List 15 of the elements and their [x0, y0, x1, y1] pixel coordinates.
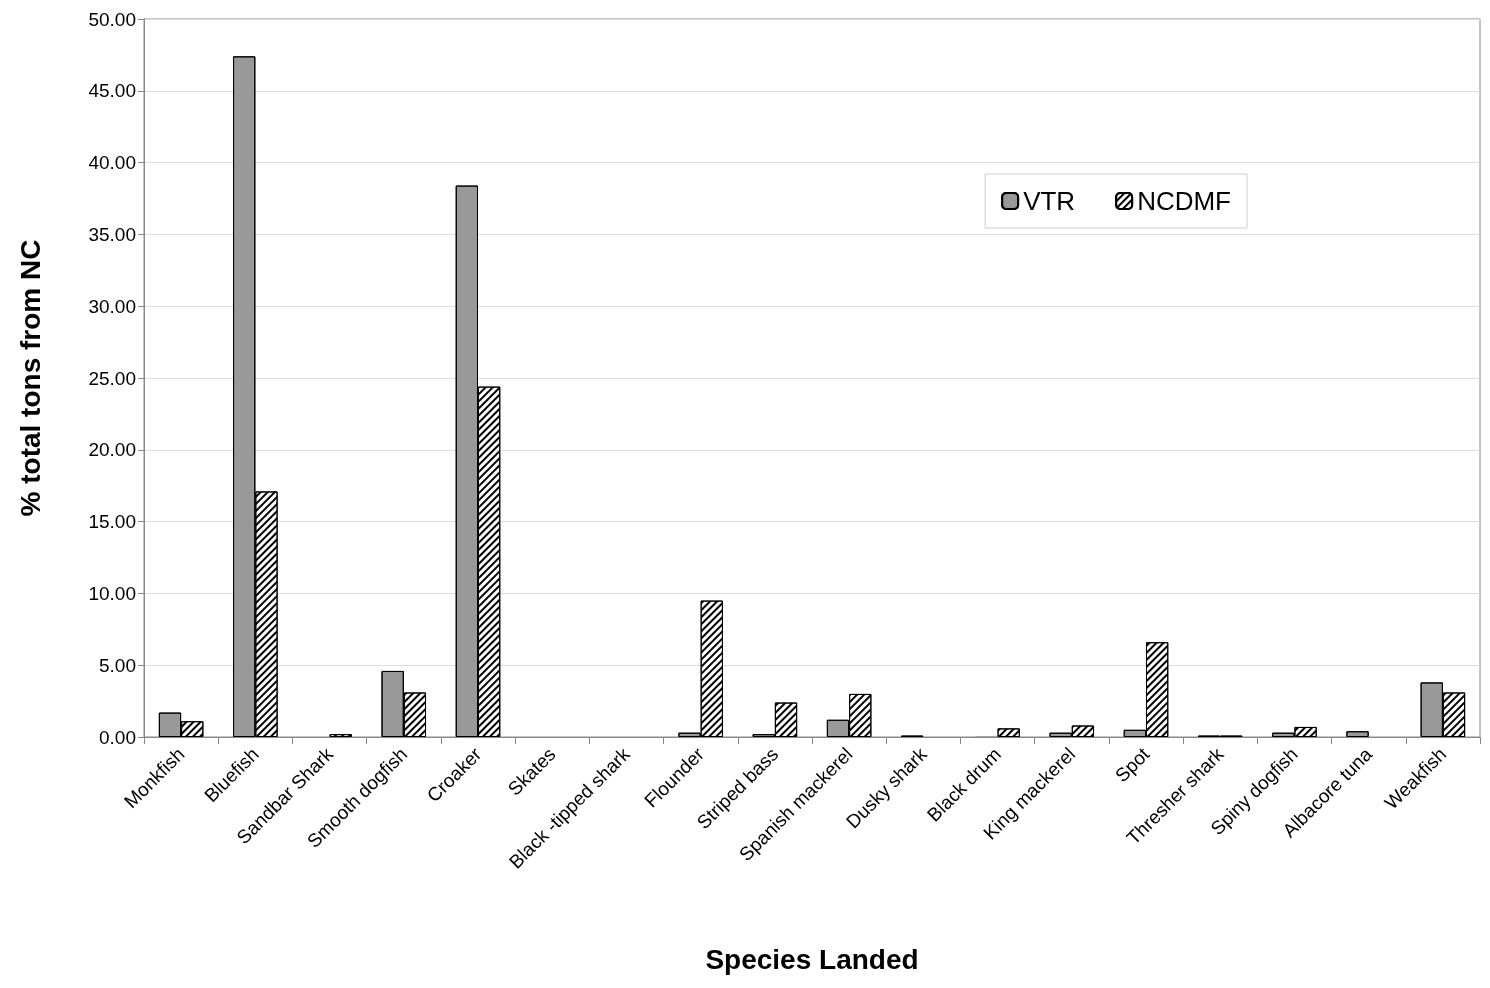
y-tick-label: 20.00 — [88, 439, 136, 461]
y-axis-title: % total tons from NC — [14, 239, 46, 517]
y-tick-label: 10.00 — [88, 582, 136, 604]
x-axis-title: Species Landed — [705, 943, 919, 975]
y-tick-label: 35.00 — [88, 223, 136, 245]
y-tick-label: 40.00 — [88, 152, 136, 174]
y-tick-label: 5.00 — [99, 654, 136, 676]
y-tick-label: 30.00 — [88, 295, 136, 317]
legend-label: NCDMF — [1137, 186, 1232, 216]
y-tick-label: 50.00 — [88, 8, 136, 30]
y-tick-label: 45.00 — [88, 80, 136, 102]
y-tick-label: 0.00 — [99, 726, 136, 748]
legend-label: VTR — [1023, 186, 1076, 216]
y-tick-label: 15.00 — [88, 511, 136, 533]
y-tick-label: 25.00 — [88, 367, 136, 389]
